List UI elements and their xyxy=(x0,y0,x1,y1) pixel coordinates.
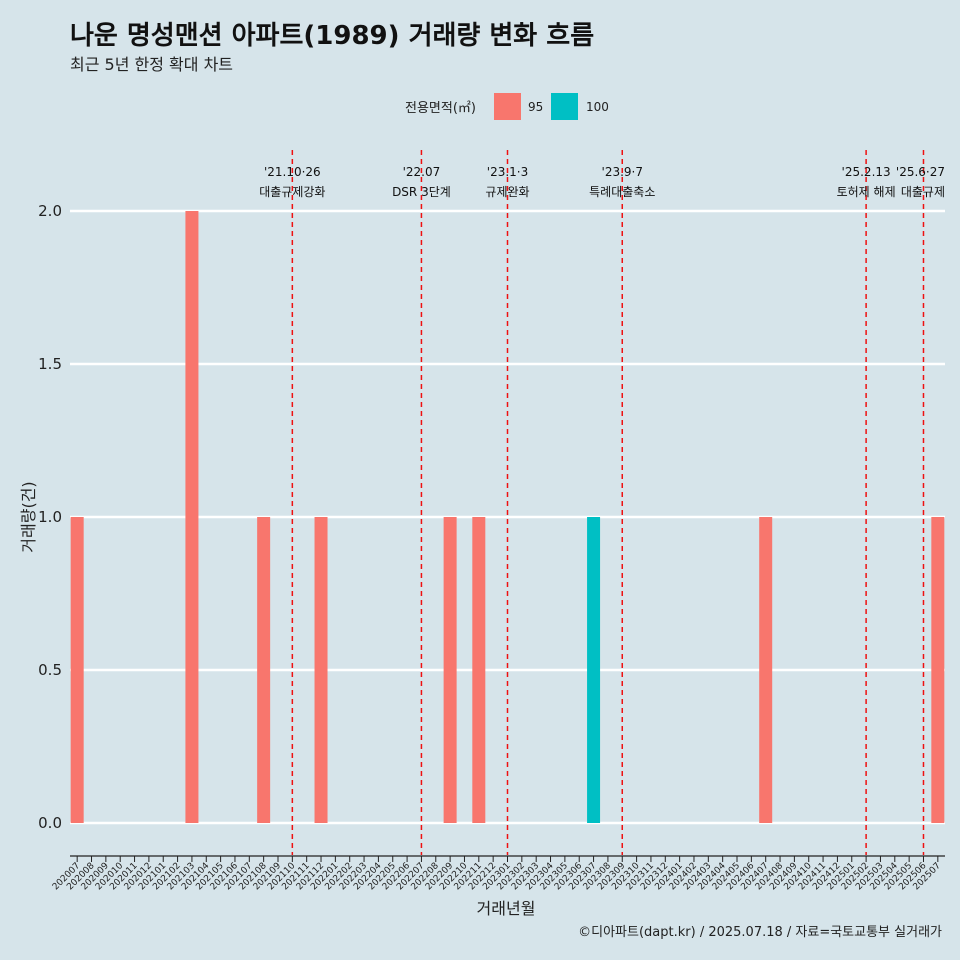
bar-202007 xyxy=(70,517,84,823)
legend-title: 전용면적(㎡) xyxy=(405,101,476,116)
bar-202103 xyxy=(185,211,199,823)
reference-date-label: '25.2.13 xyxy=(842,165,891,179)
y-tick-label: 2.0 xyxy=(38,202,62,220)
reference-text-label: 대출규제 xyxy=(901,185,945,199)
reference-text-label: 대출규제강화 xyxy=(259,185,325,199)
reference-text-label: 토허제 해제 xyxy=(837,185,896,199)
reference-date-label: '23.1·3 xyxy=(487,165,528,179)
reference-text-label: 특례대출축소 xyxy=(589,185,655,199)
legend-label-95: 95 xyxy=(528,100,543,114)
grid-lines xyxy=(70,209,945,825)
legend-label-100: 100 xyxy=(586,100,609,114)
legend-swatch-95 xyxy=(494,93,521,120)
bar-202507 xyxy=(931,517,945,823)
x-axis: 2020072020082020092020102020112020122021… xyxy=(51,855,945,892)
reference-date-label: '21.10·26 xyxy=(264,165,321,179)
bar-202209 xyxy=(443,517,457,823)
y-axis-title: 거래량(건) xyxy=(19,481,38,552)
legend-swatch-100 xyxy=(551,93,578,120)
legend: 전용면적(㎡) 95 100 xyxy=(405,93,609,120)
reference-text-label: 규제완화 xyxy=(485,185,529,199)
chart-subtitle: 최근 5년 한정 확대 차트 xyxy=(70,55,233,74)
bar-202211 xyxy=(472,517,486,823)
y-tick-label: 0.5 xyxy=(38,661,62,679)
reference-date-label: '23.9·7 xyxy=(602,165,643,179)
y-tick-label: 1.0 xyxy=(38,508,62,526)
x-axis-title: 거래년월 xyxy=(477,899,536,918)
bar-202407 xyxy=(759,517,773,823)
bar-202112 xyxy=(314,517,328,823)
bar-202108 xyxy=(257,517,271,823)
y-tick-label: 0.0 xyxy=(38,814,62,832)
y-tick-label: 1.5 xyxy=(38,355,62,373)
chart-title: 나운 명성맨션 아파트(1989) 거래량 변화 흐름 xyxy=(70,21,594,51)
reference-date-label: '22.07 xyxy=(403,165,441,179)
reference-date-label: '25.6·27 xyxy=(896,165,945,179)
y-axis-ticks: 0.0 0.5 1.0 1.5 2.0 xyxy=(38,202,62,832)
bar-202307 xyxy=(587,517,601,823)
bars xyxy=(70,211,945,823)
reference-text-label: DSR 3단계 xyxy=(392,185,451,199)
chart-caption: ©디아파트(dapt.kr) / 2025.07.18 / 자료=국토교통부 실… xyxy=(578,925,942,940)
reference-lines: '21.10·26 대출규제강화 '22.07 DSR 3단계 '23.1·3 규제완화 '… xyxy=(259,150,945,855)
